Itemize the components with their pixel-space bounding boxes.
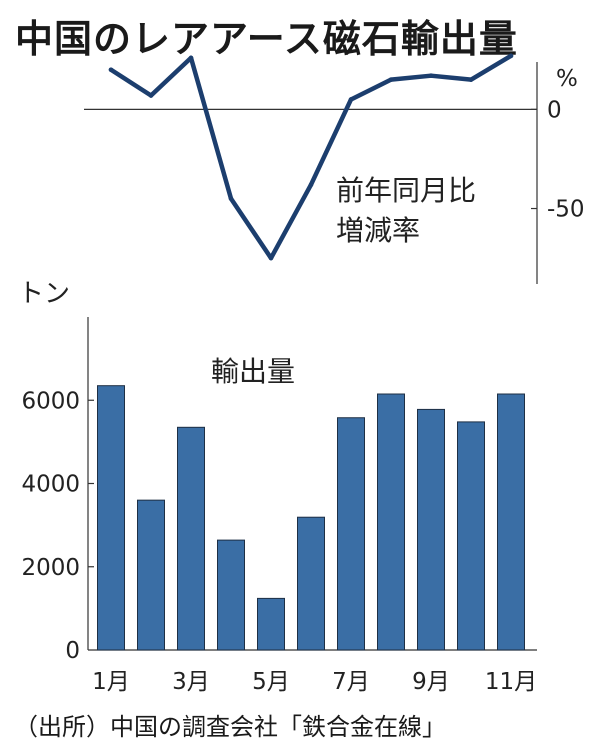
bar-unit-label: トン [18, 279, 70, 309]
x-tick-label: 11月 [485, 669, 537, 695]
line-point [148, 93, 154, 98]
bar-y-tick-label: 4000 [21, 472, 80, 498]
bar [217, 539, 245, 651]
line-point [388, 77, 394, 82]
line-y-tick-label: -50 [547, 197, 585, 223]
x-tick-label: 1月 [92, 669, 130, 695]
chart-title: 中国のレアアース磁石輸出量 [15, 17, 518, 61]
bar [177, 426, 205, 651]
x-tick-label: 3月 [172, 669, 210, 695]
bar [497, 393, 525, 651]
bar [137, 499, 165, 651]
line-point [228, 196, 234, 201]
bar [257, 597, 285, 651]
line-unit-label: % [556, 66, 578, 92]
line-point [188, 55, 194, 61]
line-series-label: 前年同月比 [336, 174, 476, 207]
bar [337, 417, 365, 651]
line-y-tick-label: 0 [547, 97, 562, 123]
bar [297, 516, 325, 651]
line-point [348, 97, 354, 102]
bar-y-tick-label: 2000 [21, 555, 80, 581]
line-point [308, 182, 314, 188]
line-point [268, 255, 274, 261]
line-point [508, 53, 514, 59]
bar-series-label: 輸出量 [211, 355, 295, 388]
line-point [108, 67, 114, 73]
bar-y-tick-label: 6000 [21, 388, 80, 414]
bar [457, 421, 485, 651]
source-note: （出所）中国の調査会社「鉄合金在線」 [14, 713, 446, 741]
bar [417, 408, 445, 651]
bar [97, 385, 125, 651]
yoy-change-line [108, 53, 514, 261]
line-point [428, 73, 434, 78]
bar-y-tick-label: 0 [65, 638, 80, 664]
x-tick-label: 5月 [252, 669, 290, 695]
line-point [468, 77, 474, 82]
x-tick-label: 9月 [412, 669, 450, 695]
line-series-label: 増減率 [336, 214, 420, 247]
bar [377, 393, 405, 651]
x-tick-label: 7月 [332, 669, 370, 695]
